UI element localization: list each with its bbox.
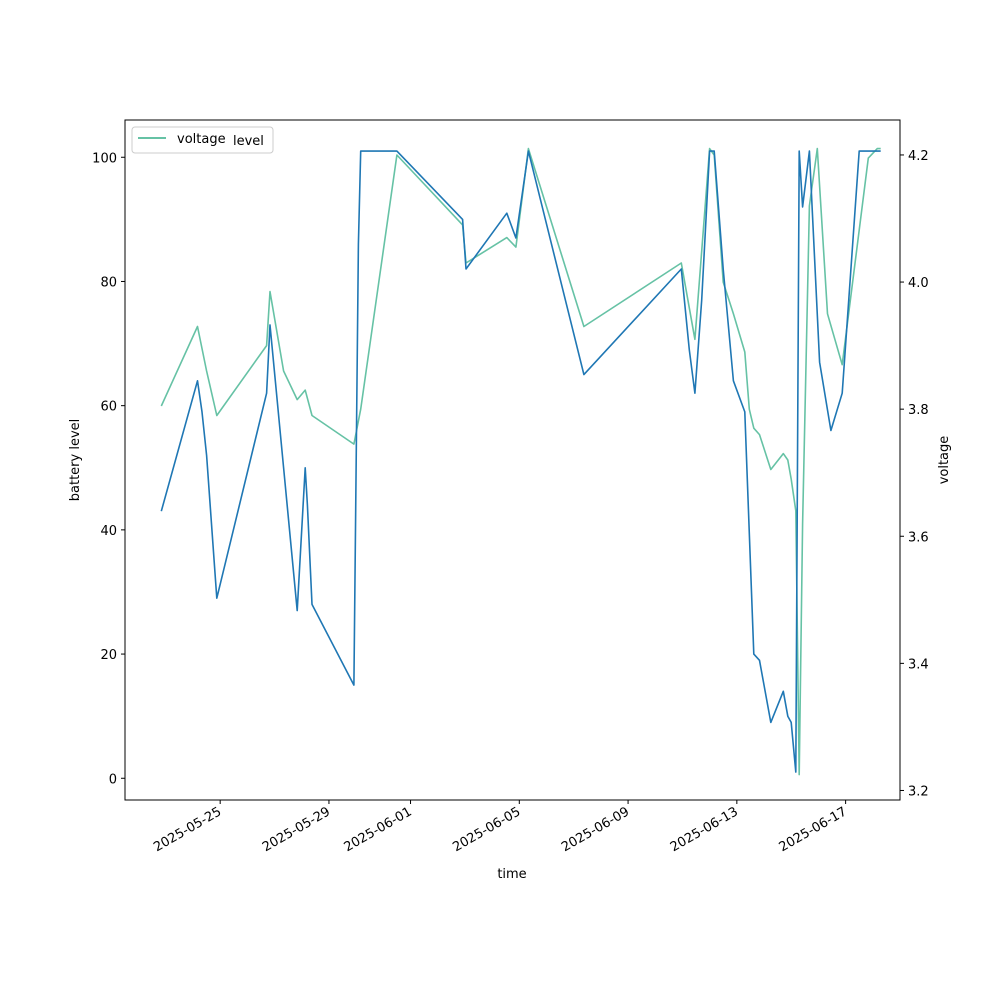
y-right-tick-label: 3.4 <box>908 657 929 672</box>
y-axis-right-label: voltage <box>937 436 952 485</box>
y-right-tick-label: 4.2 <box>908 149 929 164</box>
y-left-tick-label: 100 <box>92 151 117 166</box>
y-axis-left: 0 20 40 60 80 100 <box>92 151 125 787</box>
y-left-tick-label: 0 <box>109 772 117 787</box>
y-right-tick-label: 4.0 <box>908 276 929 291</box>
y-right-tick-label: 3.2 <box>908 784 929 799</box>
y-axis-left-label: battery level <box>68 419 83 502</box>
series-layer <box>160 147 881 776</box>
y-left-tick-label: 20 <box>100 648 117 663</box>
legend-label-level: level <box>233 134 264 149</box>
x-axis-label: time <box>497 867 526 882</box>
series-line-level <box>160 150 881 773</box>
y-left-tick-label: 40 <box>100 524 117 539</box>
legend-frame <box>131 126 274 154</box>
y-left-tick-label: 60 <box>100 400 117 415</box>
y-axis-right: 3.2 3.4 3.6 3.8 4.0 4.2 <box>900 149 929 799</box>
plot-frame <box>124 119 901 801</box>
legend: voltage level <box>131 126 274 154</box>
y-right-tick-label: 3.8 <box>908 403 929 418</box>
series-line-voltage <box>160 147 881 776</box>
y-right-tick-label: 3.6 <box>908 530 929 545</box>
y-left-tick-label: 80 <box>100 275 117 290</box>
legend-label-voltage: voltage <box>177 132 226 147</box>
